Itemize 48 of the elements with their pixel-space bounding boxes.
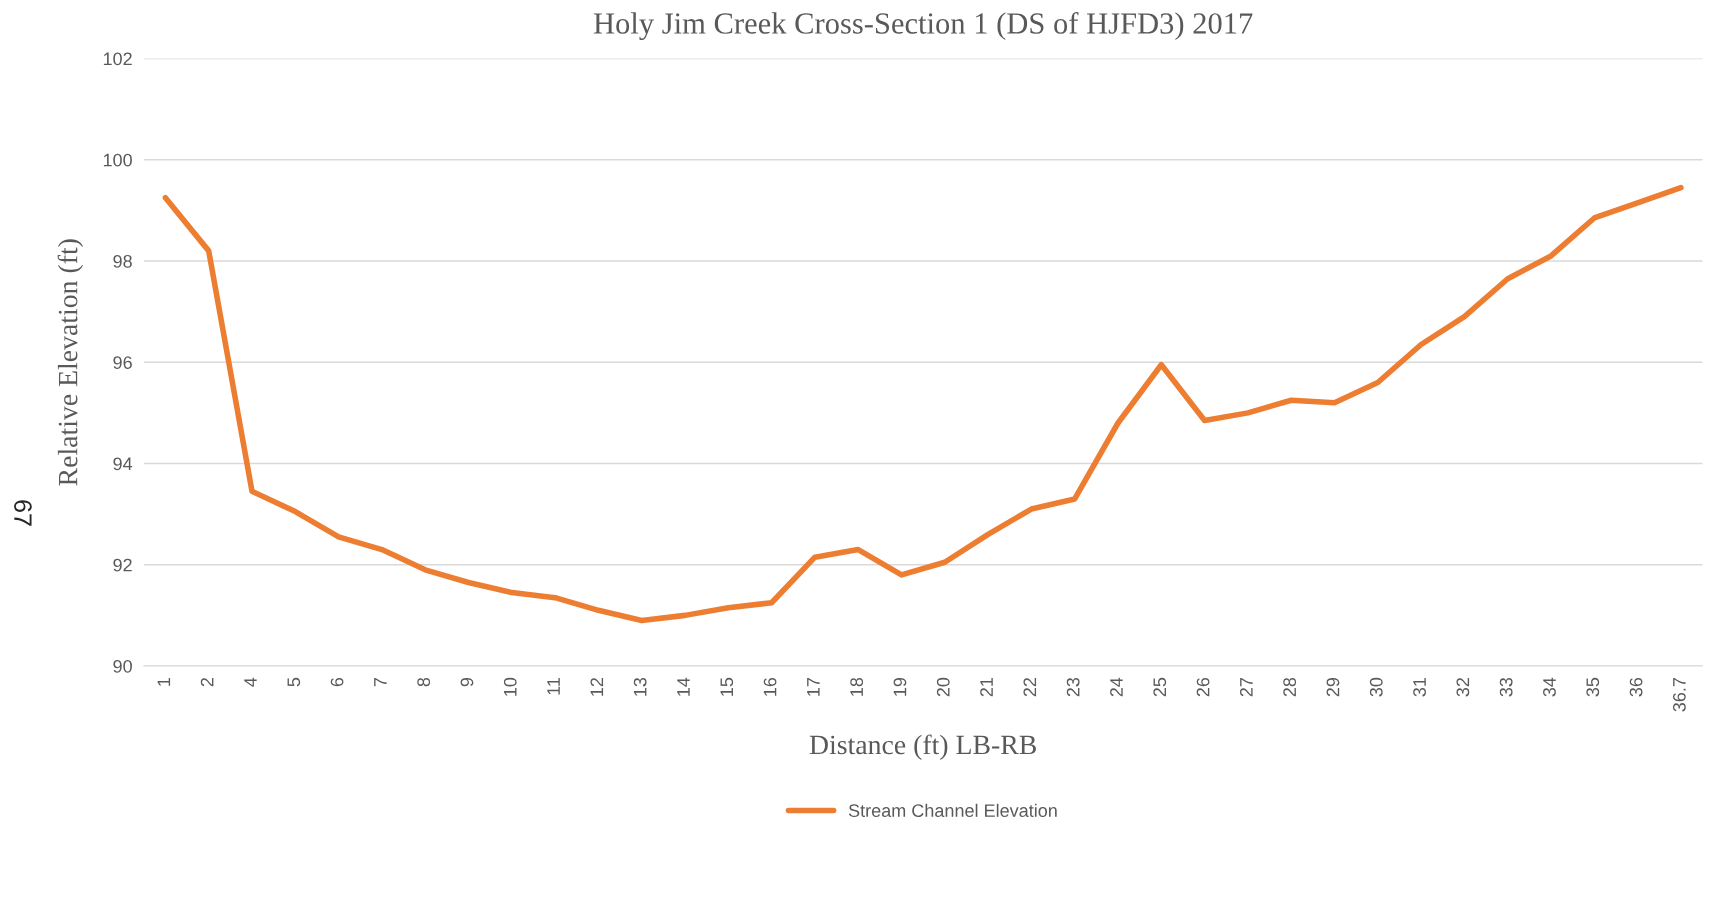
x-tick-label: 14 [677,677,690,696]
x-tick-label: 18 [850,677,864,696]
x-tick-label: 32 [1456,678,1470,697]
text: 67 [14,500,32,526]
x-tick-label: 25 [1153,677,1167,697]
legend-label: Stream Channel Elevation [848,803,1057,818]
y-tick-label: 96 [113,356,132,369]
x-tick-label: 30 [1369,677,1383,697]
x-tick-label: 26 [1196,677,1210,697]
y-tick-label: 94 [113,457,133,471]
x-tick-label: 13 [633,677,647,696]
x-tick-label: 4 [244,677,257,687]
x-axis-title: Distance (ft) LB-RB [809,734,1036,760]
x-tick-label: 9 [460,677,474,687]
x-tick-label: 17 [807,678,820,696]
x-tick-label: 5 [287,677,301,687]
x-tick-label: 22 [1023,678,1037,697]
x-tick-label: 12 [590,678,604,696]
x-tick-label: 23 [1066,677,1080,697]
x-tick-label: 31 [1413,677,1426,697]
x-tick-label: 36 [1629,677,1643,697]
x-tick-label: 15 [720,677,734,696]
y-tick-label: 100 [103,153,132,167]
x-tick-label: 28 [1283,677,1297,697]
x-tick-label: 36.7 [1672,678,1686,712]
x-tick-label: 7 [374,678,387,687]
y-tick-label: 102 [103,52,132,66]
x-tick-label: 20 [936,677,950,697]
x-tick-label: 24 [1110,677,1123,697]
x-tick-label: 34 [1543,677,1556,697]
x-tick-label: 2 [200,678,214,687]
x-tick-label: 21 [980,677,993,697]
x-tick-label: 33 [1499,677,1513,697]
x-tick-label: 1 [157,677,171,686]
x-tick-label: 19 [893,677,907,696]
x-tick-label: 35 [1586,677,1600,697]
x-tick-label: 10 [503,677,517,696]
y-tick-label: 90 [113,659,132,673]
x-tick-label: 16 [763,677,777,696]
x-tick-label: 8 [417,677,431,687]
y-tick-label: 98 [113,254,132,268]
x-tick-label: 6 [330,677,344,687]
y-tick-label: 92 [113,558,132,572]
x-tick-label: 29 [1326,677,1340,697]
chart-title: Holy Jim Creek Cross-Section 1 (DS of HJFD3) 2017 [593,11,1253,41]
x-tick-label: 11 [547,677,560,695]
y-axis-title: Relative Elevation (ft) [57,239,84,486]
x-tick-label: 27 [1239,678,1253,697]
